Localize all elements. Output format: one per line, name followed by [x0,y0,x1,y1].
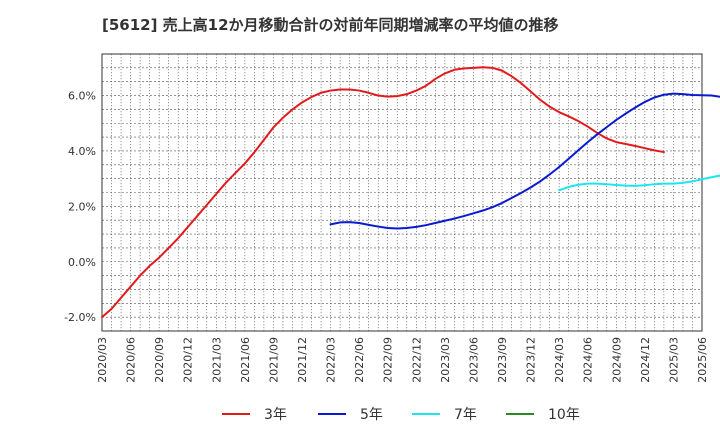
y-tick-label: -2.0% [64,311,96,324]
series-line-2 [329,92,720,230]
chart-title: [5612] 売上高12か月移動合計の対前年同期増減率の平均値の推移 [102,16,559,34]
x-tick-label: 2020/12 [182,337,195,383]
x-tick-label: 2021/06 [239,337,252,383]
x-tick-label: 2020/06 [125,337,138,383]
y-tick-label: 2.0% [68,200,96,213]
x-tick-label: 2022/09 [382,337,395,383]
x-tick-label: 2023/09 [496,337,509,383]
x-tick-label: 2024/03 [553,337,566,383]
series-line-3 [558,174,720,192]
x-tick-label: 2023/12 [525,337,538,383]
legend-label: 3年 [264,407,287,423]
x-tick-label: 2022/03 [325,337,338,383]
x-tick-label: 2025/03 [667,337,680,383]
x-tick-label: 2021/09 [267,337,280,383]
plot-frame [101,53,703,332]
x-tick-label: 2020/09 [153,337,166,383]
x-tick-label: 2023/06 [467,337,480,383]
x-tick-label: 2023/03 [439,337,452,383]
x-tick-label: 2022/06 [353,337,366,383]
x-tick-label: 2022/12 [410,337,423,383]
y-tick-label: 4.0% [68,145,96,158]
series-line-1 [101,66,665,319]
x-tick-label: 2024/12 [639,337,652,383]
x-tick-label: 2025/06 [696,337,709,383]
y-tick-label: 0.0% [68,256,96,269]
x-tick-label: 2020/03 [96,337,109,383]
legend-label: 10年 [548,407,580,423]
legend-label: 7年 [454,407,477,423]
x-tick-label: 2021/12 [296,337,309,383]
x-tick-label: 2024/06 [582,337,595,383]
x-tick-label: 2024/09 [610,337,623,383]
x-tick-label: 2021/03 [210,337,223,383]
y-tick-label: 6.0% [68,90,96,103]
legend-label: 5年 [360,407,383,423]
